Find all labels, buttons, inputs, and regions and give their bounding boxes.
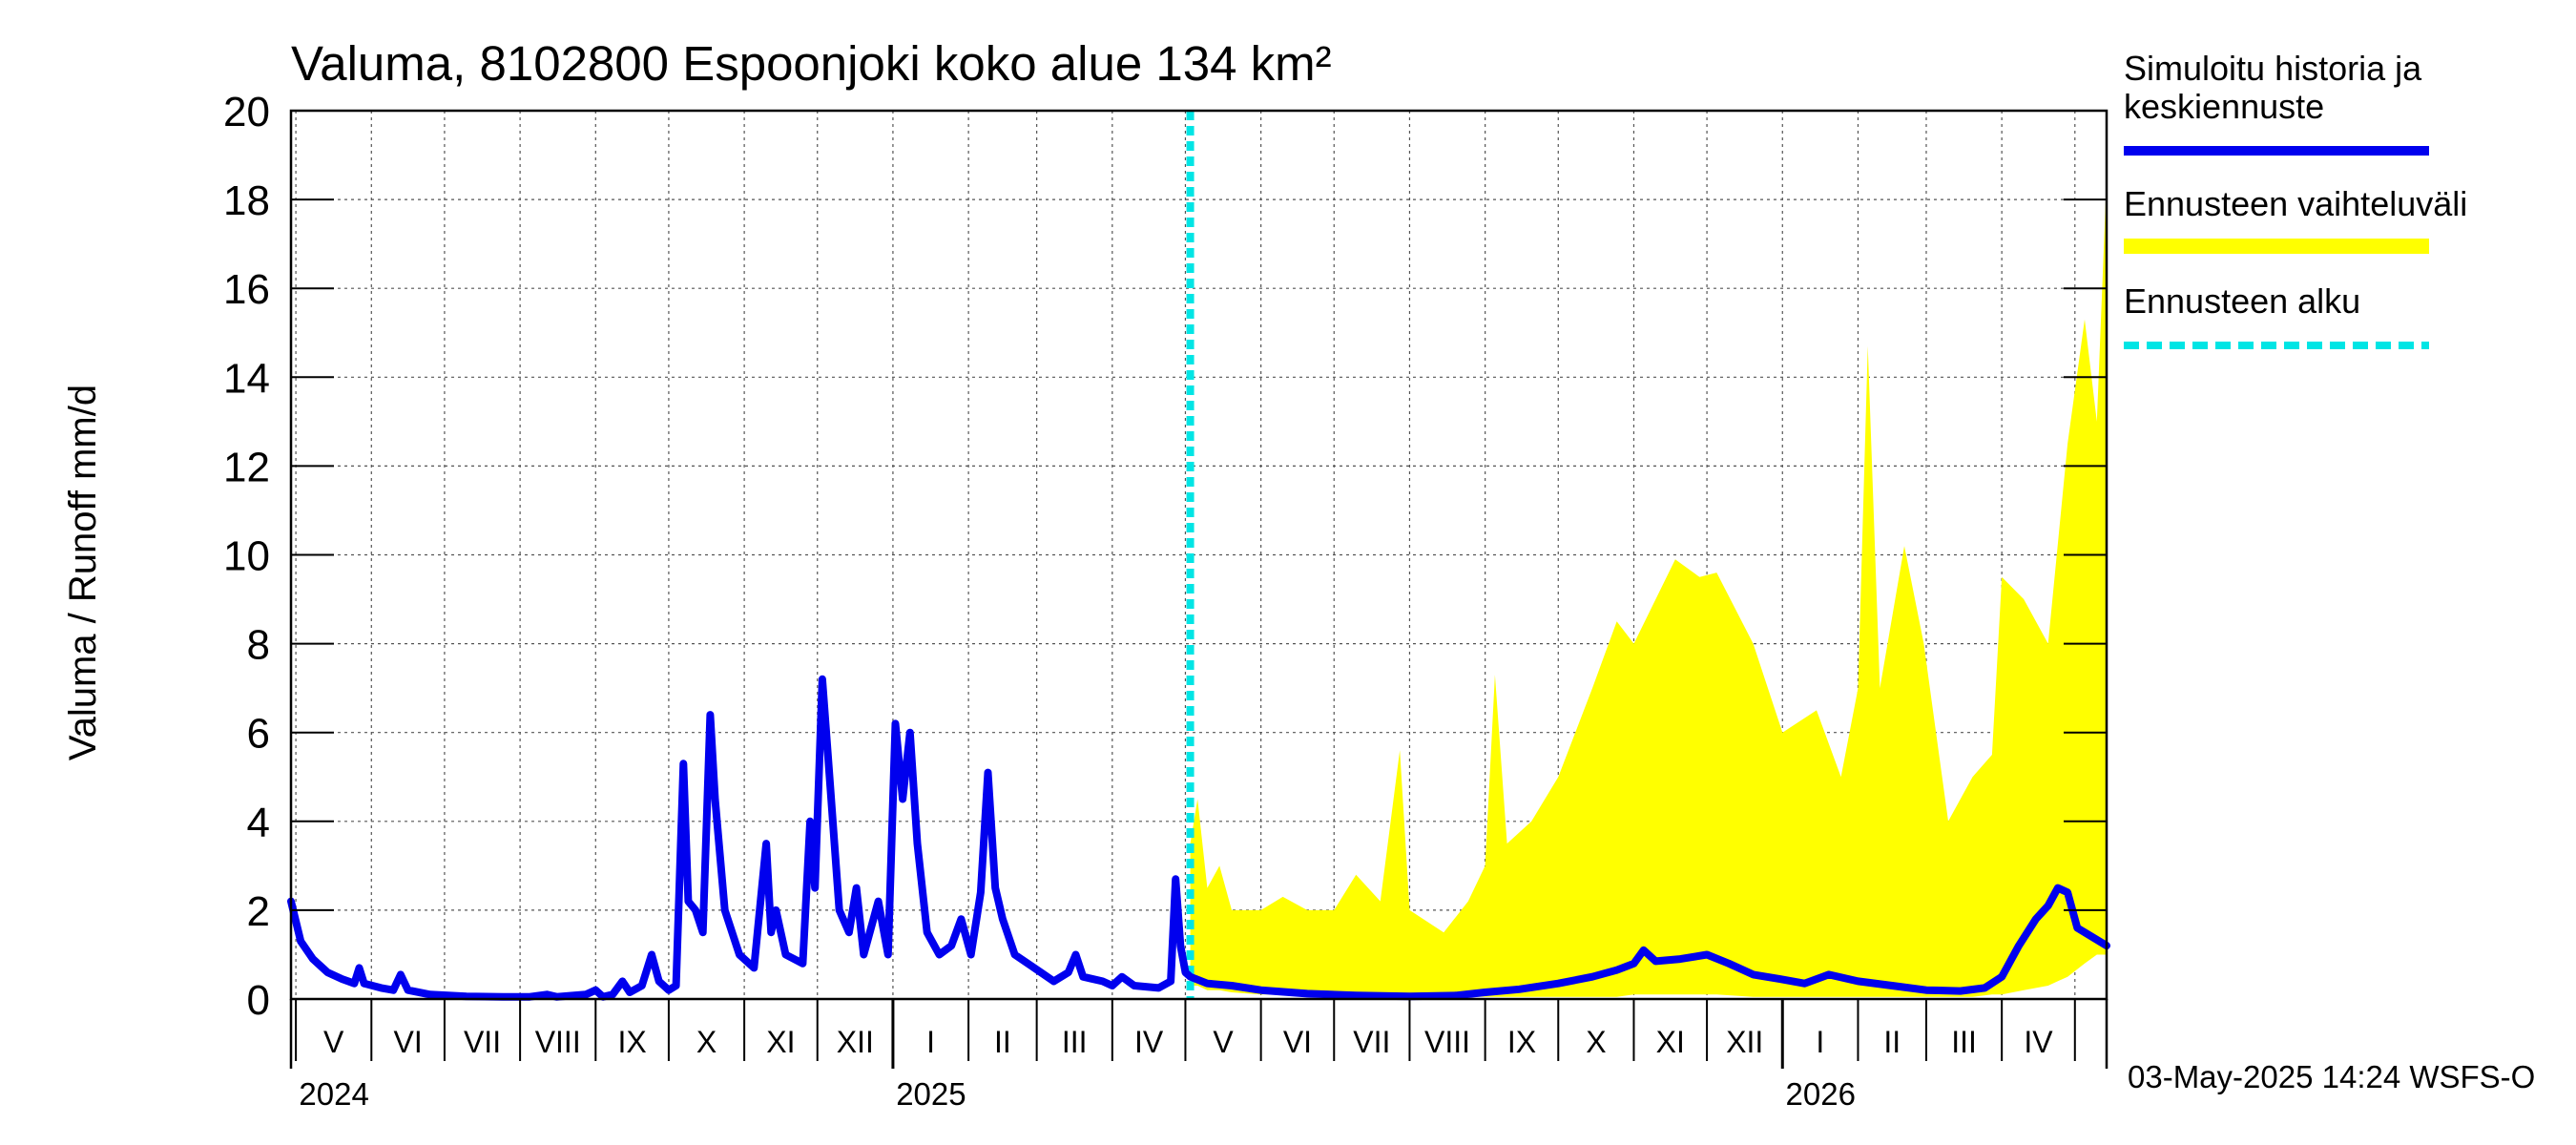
month-label: IV: [1134, 1025, 1164, 1059]
legend-label-history: Simuloitu historia ja keskiennuste: [2124, 49, 2422, 126]
legend-item-forecast-start: Ennusteen alku: [2124, 282, 2563, 361]
month-label: VIII: [1424, 1025, 1470, 1059]
y-tick-label: 20: [223, 89, 270, 135]
plot-frame: [289, 109, 2109, 1001]
legend-swatch-forecast-start: [2124, 342, 2429, 349]
y-tick-label: 4: [247, 800, 270, 846]
month-label: V: [1213, 1025, 1234, 1059]
month-label: VII: [464, 1025, 501, 1059]
chart-title: Valuma, 8102800 Espoonjoki koko alue 134…: [291, 36, 1332, 91]
y-tick-label: 12: [223, 444, 270, 490]
y-tick-label: 14: [223, 355, 270, 402]
y-tick-label: 18: [223, 177, 270, 224]
month-label: VII: [1353, 1025, 1390, 1059]
y-tick-label: 2: [247, 888, 270, 935]
month-label: XI: [1656, 1025, 1685, 1059]
month-label: VI: [393, 1025, 422, 1059]
forecast-range-band: [1190, 177, 2107, 998]
month-label: X: [696, 1025, 717, 1059]
month-label: IX: [1507, 1025, 1536, 1059]
month-label: II: [994, 1025, 1011, 1059]
y-tick-label: 10: [223, 533, 270, 580]
forecast-band-area: [1190, 177, 2107, 998]
year-label: 2026: [1786, 1076, 1856, 1112]
year-label: 2024: [299, 1076, 368, 1112]
month-label: VI: [1283, 1025, 1312, 1059]
month-label: II: [1883, 1025, 1901, 1059]
month-label: III: [1062, 1025, 1088, 1059]
month-label: XII: [837, 1025, 874, 1059]
y-tick-label: 6: [247, 711, 270, 758]
runoff-series: [287, 675, 2110, 1001]
timestamp: 03-May-2025 14:24 WSFS-O: [2128, 1059, 2536, 1094]
y-tick-label: 16: [223, 266, 270, 313]
legend-item-history: Simuloitu historia ja keskiennuste: [2124, 50, 2563, 166]
grid: [291, 110, 2107, 999]
legend: Simuloitu historia ja keskiennuste Ennus…: [2124, 50, 2563, 380]
legend-label-forecast-start: Ennusteen alku: [2124, 281, 2361, 321]
month-label: I: [1816, 1025, 1824, 1059]
runoff-line: [287, 675, 2110, 1001]
month-label: I: [926, 1025, 935, 1059]
y-axis-label: Valuma / Runoff mm/d: [62, 385, 104, 760]
y-tick-label: 0: [247, 977, 270, 1024]
month-label: IX: [617, 1025, 646, 1059]
month-label: XI: [766, 1025, 795, 1059]
legend-swatch-history: [2124, 146, 2429, 156]
month-label: XII: [1726, 1025, 1763, 1059]
month-label: IV: [2024, 1025, 2053, 1059]
y-tick-label: 8: [247, 622, 270, 669]
legend-label-range: Ennusteen vaihteluväli: [2124, 184, 2468, 223]
month-label: X: [1586, 1025, 1606, 1059]
legend-item-range: Ennusteen vaihteluväli: [2124, 185, 2563, 263]
month-label: VIII: [535, 1025, 581, 1059]
legend-swatch-range: [2124, 239, 2429, 254]
year-label: 2025: [896, 1076, 966, 1112]
month-label: III: [1951, 1025, 1977, 1059]
month-label: V: [323, 1025, 344, 1059]
